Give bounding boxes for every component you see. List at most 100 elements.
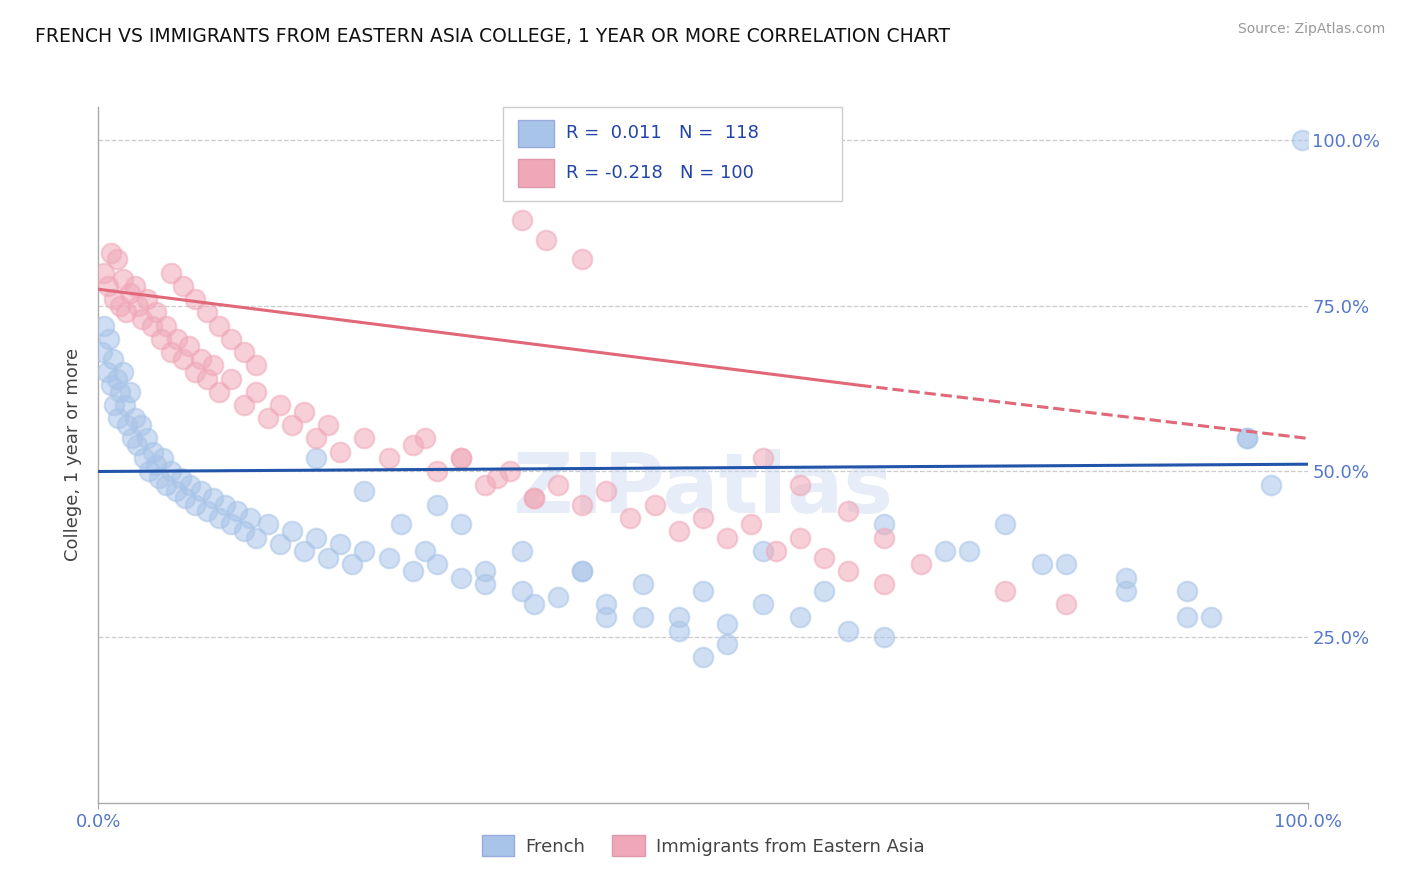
Point xyxy=(450,517,472,532)
Point xyxy=(150,332,173,346)
Point xyxy=(305,451,328,466)
Point xyxy=(668,624,690,638)
Point xyxy=(184,498,207,512)
Point xyxy=(91,345,114,359)
Point xyxy=(353,544,375,558)
Point xyxy=(716,637,738,651)
Point xyxy=(305,531,328,545)
Point xyxy=(208,511,231,525)
Point xyxy=(692,511,714,525)
Point xyxy=(292,544,315,558)
Point xyxy=(1291,133,1313,147)
Point xyxy=(232,524,254,538)
Point xyxy=(256,517,278,532)
Point xyxy=(93,318,115,333)
Point xyxy=(353,484,375,499)
Point xyxy=(115,305,138,319)
Point xyxy=(245,384,267,399)
Point xyxy=(873,517,896,532)
Point xyxy=(239,511,262,525)
Point xyxy=(134,451,156,466)
Point xyxy=(184,365,207,379)
Point xyxy=(1115,583,1137,598)
Point xyxy=(100,378,122,392)
Point xyxy=(221,372,243,386)
Point xyxy=(1199,610,1222,624)
Point xyxy=(752,451,775,466)
Point xyxy=(226,504,249,518)
Point xyxy=(195,372,218,386)
Point xyxy=(316,550,339,565)
Point xyxy=(174,491,197,505)
Point xyxy=(571,498,593,512)
Point xyxy=(166,332,188,346)
Point xyxy=(389,517,412,532)
Point xyxy=(837,564,859,578)
Point xyxy=(305,431,328,445)
Point xyxy=(256,411,278,425)
Point xyxy=(692,650,714,665)
Point xyxy=(571,252,593,267)
Text: FRENCH VS IMMIGRANTS FROM EASTERN ASIA COLLEGE, 1 YEAR OR MORE CORRELATION CHART: FRENCH VS IMMIGRANTS FROM EASTERN ASIA C… xyxy=(35,27,950,45)
Point xyxy=(184,292,207,306)
Point xyxy=(172,279,194,293)
Point xyxy=(108,384,131,399)
Legend: French, Immigrants from Eastern Asia: French, Immigrants from Eastern Asia xyxy=(475,828,931,863)
FancyBboxPatch shape xyxy=(517,120,554,147)
Point xyxy=(595,484,617,499)
Point xyxy=(752,544,775,558)
Point xyxy=(413,544,436,558)
Point xyxy=(450,570,472,584)
Point xyxy=(510,544,533,558)
Point xyxy=(155,477,177,491)
Point xyxy=(547,591,569,605)
Point xyxy=(111,365,134,379)
Point xyxy=(105,252,128,267)
Point xyxy=(1175,610,1198,624)
Point xyxy=(281,418,304,433)
Point xyxy=(190,351,212,366)
Point xyxy=(155,318,177,333)
Point xyxy=(1260,477,1282,491)
Point xyxy=(118,384,141,399)
Point xyxy=(692,583,714,598)
Point xyxy=(957,544,980,558)
Point xyxy=(994,583,1017,598)
Point xyxy=(740,517,762,532)
Point xyxy=(873,577,896,591)
Point xyxy=(105,372,128,386)
Point xyxy=(195,504,218,518)
FancyBboxPatch shape xyxy=(517,159,554,187)
Point xyxy=(631,610,654,624)
Point xyxy=(377,550,399,565)
Point xyxy=(342,558,364,572)
Point xyxy=(595,597,617,611)
Point xyxy=(103,398,125,412)
Point xyxy=(316,418,339,433)
Point xyxy=(202,491,225,505)
Point xyxy=(595,610,617,624)
Point xyxy=(172,351,194,366)
Point xyxy=(118,285,141,300)
Point xyxy=(571,564,593,578)
Point xyxy=(114,398,136,412)
Point xyxy=(668,610,690,624)
Point xyxy=(121,431,143,445)
Point xyxy=(145,458,167,472)
Point xyxy=(486,471,509,485)
Point xyxy=(208,318,231,333)
Point xyxy=(765,544,787,558)
Point xyxy=(135,292,157,306)
Point xyxy=(426,558,449,572)
Point xyxy=(97,279,120,293)
Point xyxy=(221,517,243,532)
Point xyxy=(195,305,218,319)
Point xyxy=(837,504,859,518)
Point xyxy=(619,511,641,525)
Point xyxy=(269,537,291,551)
Point xyxy=(142,444,165,458)
Point xyxy=(281,524,304,538)
Point xyxy=(165,484,187,499)
Point xyxy=(269,398,291,412)
Point xyxy=(138,465,160,479)
